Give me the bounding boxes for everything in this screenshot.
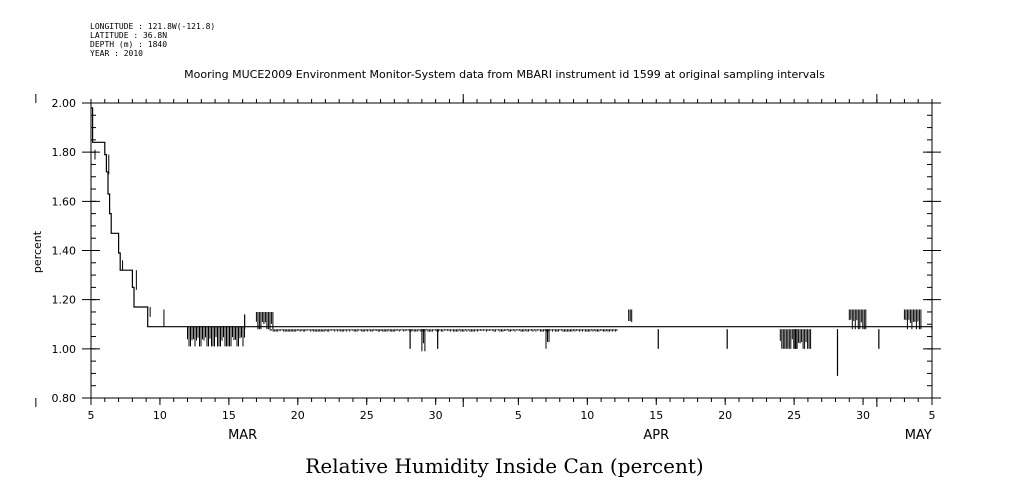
- year-text: YEAR : 2010: [90, 49, 143, 58]
- chart-marks: [91, 107, 933, 376]
- longitude-text: LONGITUDE : 121.8W(-121.8): [90, 22, 216, 31]
- x-tick-label: 20: [291, 409, 305, 422]
- y-tick-label: 1.80: [52, 146, 77, 159]
- x-tick-label: 10: [153, 409, 167, 422]
- x-tick-label: 30: [856, 409, 870, 422]
- flicker-band: [628, 309, 633, 323]
- metadata-block: LONGITUDE : 121.8W(-121.8) LATITUDE : 36…: [90, 22, 215, 58]
- month-label: MAR: [228, 428, 257, 443]
- x-tick-label: 10: [580, 409, 594, 422]
- flicker-band: [545, 329, 550, 349]
- flicker-band: [269, 329, 426, 332]
- humidity-baseline-line: [91, 107, 933, 330]
- y-tick-label: 1.60: [52, 195, 77, 208]
- flicker-band: [903, 309, 922, 330]
- month-label: MAY: [905, 428, 932, 443]
- x-axis-label: Relative Humidity Inside Can (percent): [305, 454, 704, 478]
- flicker-band: [793, 329, 812, 349]
- month-label: APR: [643, 428, 669, 443]
- flicker-band: [187, 326, 245, 347]
- x-tick-label: 20: [718, 409, 732, 422]
- chart-axes: 5 10 15 20 25 30 5 10 15 20 25 30 5 MAR APR MAY 0.80 1.00…: [35, 94, 941, 443]
- x-tick-label: 15: [222, 409, 236, 422]
- depth-text: DEPTH (m) : 1840: [90, 40, 168, 49]
- y-tick-label: 1.00: [52, 343, 77, 356]
- y-axis-label: percent: [31, 230, 44, 273]
- y-tick-label: 0.80: [52, 392, 77, 405]
- latitude-text: LATITUDE : 36.8N: [90, 31, 168, 40]
- x-tick-label: 30: [429, 409, 443, 422]
- y-tick-label: 2.00: [52, 97, 77, 110]
- x-tick-label: 15: [649, 409, 663, 422]
- x-tick-label: 5: [515, 409, 522, 422]
- x-tick-label: 25: [360, 409, 374, 422]
- x-tick-label: 25: [787, 409, 801, 422]
- flicker-band: [255, 312, 274, 330]
- flicker-band: [848, 309, 867, 330]
- y-tick-label: 1.40: [52, 245, 77, 258]
- chart-title: Mooring MUCE2009 Environment Monitor-Sys…: [184, 68, 825, 81]
- flicker-band: [421, 329, 618, 332]
- x-tick-label: 5: [88, 409, 95, 422]
- plot-frame: [90, 102, 933, 399]
- flicker-band: [421, 329, 426, 352]
- y-tick-label: 1.20: [52, 294, 77, 307]
- x-tick-label: 5: [929, 409, 936, 422]
